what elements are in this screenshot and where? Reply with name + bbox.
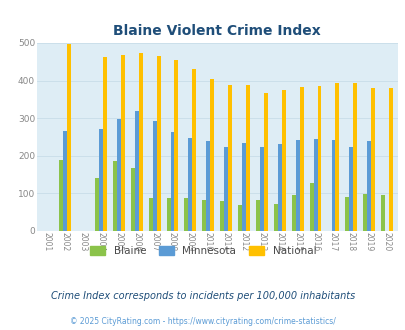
Bar (380, 195, 384, 231)
Bar (370, 88, 374, 231)
Bar (188, 138, 192, 231)
Bar (313, 139, 317, 231)
Bar (202, 200, 206, 231)
Bar (317, 86, 321, 231)
Bar (335, 83, 339, 231)
Bar (220, 201, 224, 231)
Bar (117, 119, 121, 231)
Bar (184, 198, 188, 231)
Bar (281, 89, 285, 231)
Bar (152, 121, 156, 231)
Bar (345, 197, 349, 231)
Bar (241, 143, 245, 231)
Bar (224, 147, 228, 231)
Bar (388, 88, 392, 231)
Title: Blaine Violent Crime Index: Blaine Violent Crime Index (113, 23, 320, 38)
Bar (59, 159, 63, 231)
Bar (295, 140, 299, 231)
Bar (166, 198, 170, 231)
Bar (309, 183, 313, 231)
Bar (113, 161, 117, 231)
Legend: Blaine, Minnesota, National: Blaine, Minnesota, National (85, 242, 320, 260)
Bar (192, 69, 196, 231)
Bar (367, 142, 370, 231)
Bar (245, 85, 249, 231)
Bar (206, 142, 210, 231)
Bar (121, 54, 124, 231)
Bar (134, 111, 139, 231)
Bar (174, 60, 178, 231)
Text: Crime Index corresponds to incidents per 100,000 inhabitants: Crime Index corresponds to incidents per… (51, 291, 354, 301)
Bar (277, 145, 281, 231)
Bar (273, 204, 277, 231)
Bar (139, 53, 142, 231)
Bar (331, 140, 335, 231)
Text: © 2025 CityRating.com - https://www.cityrating.com/crime-statistics/: © 2025 CityRating.com - https://www.city… (70, 317, 335, 326)
Bar (256, 200, 259, 231)
Bar (349, 148, 352, 231)
Bar (95, 178, 99, 231)
Bar (148, 198, 152, 231)
Bar (210, 79, 214, 231)
Bar (263, 92, 267, 231)
Bar (228, 85, 232, 231)
Bar (67, 44, 71, 231)
Bar (99, 129, 102, 231)
Bar (362, 194, 367, 231)
Bar (238, 205, 241, 231)
Bar (259, 147, 263, 231)
Bar (352, 83, 356, 231)
Bar (63, 131, 67, 231)
Bar (156, 56, 160, 231)
Bar (299, 87, 303, 231)
Bar (170, 132, 174, 231)
Bar (291, 194, 295, 231)
Bar (130, 168, 134, 231)
Bar (102, 57, 107, 231)
